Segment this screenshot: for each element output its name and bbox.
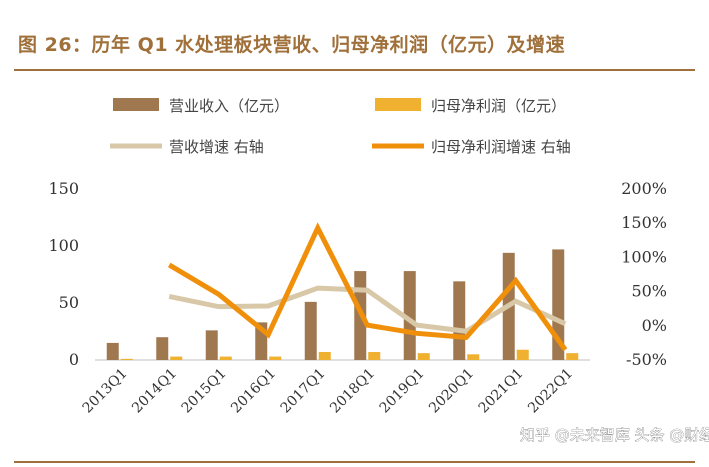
title-divider: [14, 69, 695, 71]
profit-bar-2017Q1: [318, 352, 331, 360]
watermark: 知乎 @未来智库 头条 @财经: [520, 426, 709, 444]
revenue-bar-2020Q1: [453, 281, 466, 360]
bottom-divider: [14, 461, 695, 463]
profit-bar-2021Q1: [516, 349, 529, 360]
right-tick-label: 100%: [621, 247, 667, 266]
x-tick-label: 2022Q1: [525, 366, 576, 417]
profit-bar-2022Q1: [566, 353, 579, 360]
legend-swatch-1: [375, 98, 421, 111]
x-tick-label: 2020Q1: [426, 366, 477, 417]
x-tick-label: 2018Q1: [327, 366, 378, 417]
growth-lines: [167, 222, 568, 352]
profit-bar-2014Q1: [170, 356, 183, 360]
profit-bar-2013Q1: [120, 358, 133, 360]
right-axis: -50% 0% 50% 100% 150% 200%: [621, 179, 667, 369]
right-tick-label: -50%: [626, 350, 667, 369]
revenue-bar-2017Q1: [304, 301, 317, 360]
x-axis: 2013Q12014Q12015Q12016Q12017Q12018Q12019…: [80, 366, 576, 417]
legend-label-3: 归母净利润增速 右轴: [431, 138, 571, 156]
left-axis: 0 50 100 150: [48, 179, 79, 369]
right-tick-label: 50%: [631, 282, 667, 301]
x-tick-label: 2015Q1: [179, 366, 230, 417]
profit-bar-2019Q1: [417, 353, 430, 360]
left-tick-label: 0: [69, 350, 79, 369]
x-tick-label: 2014Q1: [129, 366, 180, 417]
profit-growth-line: [167, 222, 568, 352]
legend-label-1: 归母净利润（亿元）: [431, 97, 566, 115]
chart-legend: 营业收入（亿元） 归母净利润（亿元） 营收增速 右轴 归母净利润增速 右轴: [110, 97, 571, 156]
x-tick-label: 2016Q1: [228, 366, 279, 417]
figure-title: 图 26：历年 Q1 水处理板块营收、归母净利润（亿元）及增速: [18, 34, 566, 56]
legend-label-2: 营收增速 右轴: [169, 138, 264, 156]
legend-swatch-0: [113, 98, 159, 111]
x-tick-label: 2017Q1: [278, 366, 329, 417]
left-tick-label: 50: [59, 293, 79, 312]
x-tick-label: 2019Q1: [377, 366, 428, 417]
revenue-bar-2014Q1: [156, 337, 169, 360]
profit-bar-2016Q1: [269, 356, 282, 360]
right-tick-label: 200%: [621, 179, 667, 198]
right-tick-label: 0%: [642, 316, 667, 335]
profit-bar-2020Q1: [467, 354, 480, 360]
right-tick-label: 150%: [621, 213, 667, 232]
legend-label-0: 营业收入（亿元）: [169, 97, 289, 115]
left-tick-label: 150: [48, 179, 79, 198]
revenue-bar-2013Q1: [106, 342, 119, 360]
profit-bar-2018Q1: [368, 352, 381, 360]
revenue-bar-2019Q1: [403, 271, 416, 360]
x-tick-label: 2013Q1: [80, 366, 131, 417]
x-tick-label: 2021Q1: [476, 366, 527, 417]
left-tick-label: 100: [48, 236, 79, 255]
profit-bar-2015Q1: [219, 356, 232, 360]
revenue-bar-2015Q1: [205, 330, 218, 360]
